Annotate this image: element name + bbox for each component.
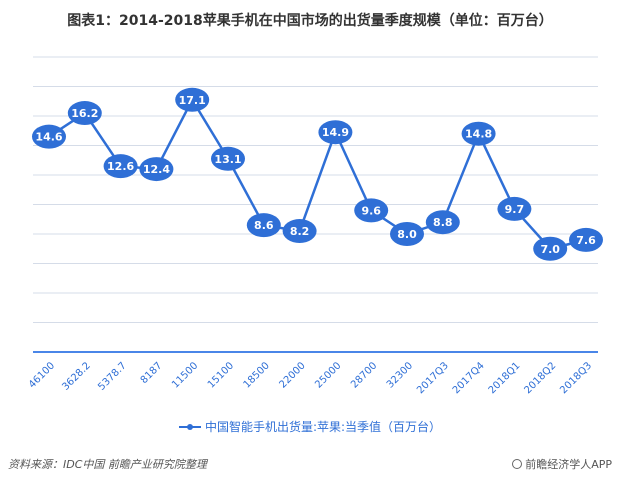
x-tick-labels: 46100 3628.2 5378.7 8187 11500 15100 18500 2200… — [27, 360, 594, 396]
series-line — [48, 98, 587, 250]
data-point — [67, 101, 102, 126]
x-tick-label: 2018Q3 — [558, 360, 594, 396]
data-label: 16.2 — [71, 107, 98, 120]
data-point — [32, 124, 66, 149]
data-point — [211, 146, 245, 171]
data-point — [497, 196, 532, 221]
x-tick-label: 22000 — [277, 360, 307, 390]
data-label: 7.0 — [540, 243, 560, 256]
data-point — [139, 157, 174, 182]
x-tick-label: 2018Q1 — [487, 360, 523, 396]
data-label: 8.2 — [290, 225, 310, 238]
data-label: 13.1 — [214, 153, 241, 166]
legend-swatch — [178, 422, 201, 432]
x-tick-label: 2017Q4 — [451, 360, 487, 396]
series-polyline — [48, 98, 587, 250]
data-label: 8.0 — [397, 228, 417, 241]
x-tick-label: 46100 — [27, 360, 57, 390]
data-point — [282, 219, 317, 244]
data-label: 14.8 — [465, 128, 492, 141]
data-point — [533, 236, 568, 261]
data-point — [569, 227, 603, 252]
data-point — [175, 87, 210, 112]
brand-logo-icon — [512, 459, 523, 469]
brand-text: 前瞻经济学人APP — [525, 458, 612, 471]
data-label: 12.4 — [143, 163, 170, 176]
data-point — [390, 222, 424, 246]
brand-label: 前瞻经济学人APP — [512, 456, 612, 472]
x-tick-label: 2018Q2 — [522, 360, 558, 396]
data-point — [425, 210, 460, 235]
source-note: 资料来源：IDC中国 前瞻产业研究院整理 — [8, 458, 207, 471]
x-tick-label: 32300 — [385, 360, 415, 390]
legend-label: 中国智能手机出货量:苹果:当季值（百万台） — [204, 420, 442, 434]
data-point — [354, 198, 389, 223]
x-tick-label: 3628.2 — [60, 360, 93, 393]
data-label: 14.9 — [322, 126, 349, 139]
data-label: 8.8 — [433, 216, 453, 229]
data-point — [103, 154, 138, 179]
data-point — [246, 213, 281, 238]
x-tick-label: 5378.7 — [96, 360, 129, 393]
data-label: 7.6 — [576, 234, 596, 247]
data-label: 9.6 — [361, 204, 381, 217]
x-tick-label: 11500 — [170, 360, 200, 390]
x-tick-label: 15100 — [206, 360, 236, 390]
x-tick-label: 8187 — [139, 360, 165, 386]
x-tick-label: 18500 — [242, 360, 272, 390]
legend: 中国智能手机出货量:苹果:当季值（百万台） — [0, 418, 620, 435]
x-tick-label: 25000 — [313, 360, 343, 390]
data-label: 17.1 — [179, 94, 206, 107]
data-label: 14.6 — [35, 131, 62, 144]
data-label: 8.6 — [254, 219, 274, 232]
chart-title: 图表1：2014-2018苹果手机在中国市场的出货量季度规模（单位：百万台） — [67, 13, 553, 29]
data-point — [318, 120, 353, 145]
data-point — [461, 121, 496, 146]
data-label: 9.7 — [505, 203, 525, 216]
x-tick-label: 2017Q3 — [415, 360, 451, 396]
data-points: 14.6 16.2 12.6 12.4 17.1 13.1 8.6 8.2 14.9 9.6 8.0… — [32, 87, 603, 261]
data-label: 12.6 — [107, 160, 134, 173]
x-tick-label: 28700 — [349, 360, 379, 390]
